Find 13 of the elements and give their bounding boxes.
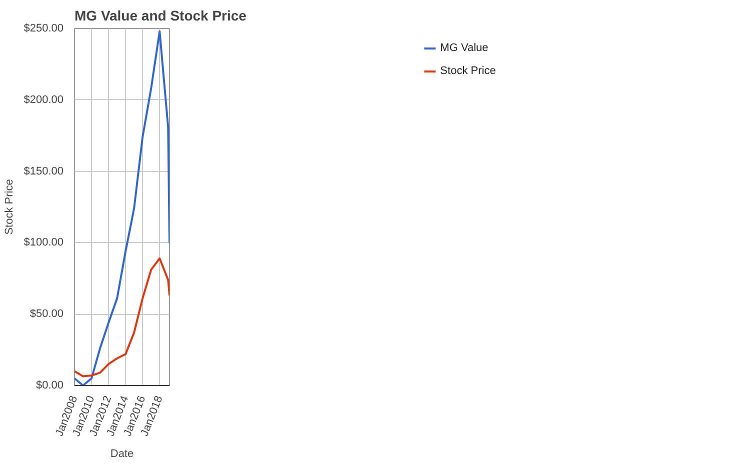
y-tick-label: $100.00	[24, 236, 64, 249]
legend-label: MG Value	[440, 42, 488, 54]
y-tick-label: $200.00	[24, 94, 64, 106]
y-tick-label: $150.00	[24, 165, 64, 178]
x-axis-title: Date	[110, 448, 134, 460]
line-series	[74, 30, 170, 386]
legend-label: Stock Price	[440, 65, 496, 77]
chart-title: MG Value and Stock Price	[74, 8, 247, 24]
y-tick-label: $50.00	[30, 308, 64, 320]
y-tick-label: $0.00	[36, 380, 64, 392]
y-axis-title: Stock Price	[4, 179, 16, 235]
y-tick-label: $250.00	[24, 22, 64, 34]
line-series	[74, 257, 170, 378]
